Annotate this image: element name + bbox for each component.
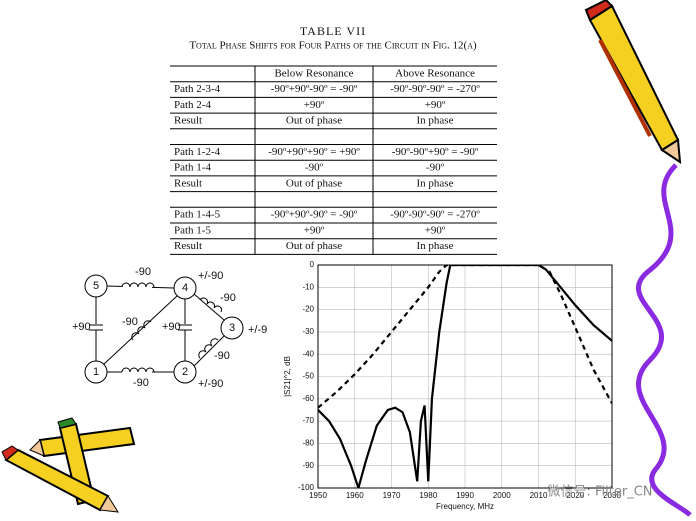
edge-label: -90 [135,266,151,278]
x-tick-label: 2030 [603,491,621,500]
edge-label: -90 [214,350,230,362]
node-label: 5 [93,280,99,292]
pencils-bottom-left [1,417,136,513]
table-cell: Out of phase [286,114,342,126]
y-tick-label: -10 [302,282,314,291]
y-tick-label: -50 [302,372,314,381]
x-tick-label: 1960 [346,491,364,500]
table-cell: -90º+90º-90º = -90º [271,209,358,221]
x-tick-label: 2010 [530,491,548,500]
table-cell: Path 1-2-4 [174,146,221,158]
table-cell: -90º+90º-90º = -90º [271,83,358,95]
node-label: 2 [182,366,188,378]
table-cell: In phase [417,240,454,252]
node-label: 3 [229,322,235,334]
table-cell: Path 2-3-4 [174,83,221,95]
table-cell: -90º+90º+90º = +90º [268,146,360,158]
table-header: Above Resonance [395,67,475,79]
edge-label: +/-9 [248,324,267,336]
node-label: 1 [93,366,99,378]
edge-label: +90 [162,321,181,333]
y-tick-label: -60 [302,394,314,403]
x-axis-label: Frequency, MHz [436,502,494,511]
table-cell: -90º-90º+90º = -90º [392,146,479,158]
edge-label: +90 [72,321,91,333]
table-header: Below Resonance [274,67,353,79]
table-cell: Path 1-4 [174,162,211,174]
table-cell: -90º [305,162,324,174]
x-tick-label: 2000 [493,491,511,500]
circuit-labels: 1 2 3 4 5 -90 +/-90 -90 -90 +90 +90 +/-9… [72,266,267,390]
x-tick-label: 1950 [309,491,327,500]
x-tick-label: 1980 [419,491,437,500]
watermark: 微信号: Filter_CN [547,485,652,500]
table-cell: Path 2-4 [174,99,211,111]
series-line [318,265,612,409]
table-cell: +90º [425,224,446,236]
node-label: 4 [182,282,188,294]
edge-label: +/-90 [198,270,223,282]
x-tick-label: 1970 [383,491,401,500]
y-tick-label: -40 [302,349,314,358]
table-cell: In phase [417,177,454,189]
table-cell: -90º-90º-90º = -270º [390,209,480,221]
edge-label: +/-90 [198,378,223,390]
table-cell: +90º [425,99,446,111]
series-line [318,265,612,488]
table-cell: Result [174,114,202,126]
y-tick-label: -100 [298,483,315,492]
y-tick-label: -30 [302,327,314,336]
y-tick-label: -20 [302,305,314,314]
edge-label: -90 [122,316,138,328]
table-title: TABLE VII [300,24,366,38]
table-cell: -90º [426,162,445,174]
pencil-top-right [584,0,682,164]
y-tick-label: 0 [310,260,315,269]
table-cell: Out of phase [286,240,342,252]
table-cell: -90º-90º-90º = -270º [390,83,480,95]
x-tick-label: 1990 [456,491,474,500]
edge-label: -90 [220,292,236,304]
edge-label: -90 [133,377,149,389]
y-tick-label: -90 [302,461,314,470]
y-tick-label: -70 [302,416,314,425]
table-cell: +90º [304,224,325,236]
table-cell: In phase [417,114,454,126]
table-cell: Path 1-4-5 [174,209,221,221]
table-cell: Result [174,177,202,189]
y-axis-label: |S21|^2, dB [283,356,292,397]
table-cell: Path 1-5 [174,224,211,236]
table: Below Resonance Above Resonance Path 2-3-4… [170,65,497,255]
y-tick-label: -80 [302,439,314,448]
circuit [84,274,244,384]
table-caption: Total Phase Shifts for Four Paths of the… [189,40,477,52]
x-tick-label: 2020 [566,491,584,500]
table-cell: +90º [304,99,325,111]
wavy-line [635,163,692,517]
table-cell: Result [174,240,202,252]
table-cell: Out of phase [286,177,342,189]
